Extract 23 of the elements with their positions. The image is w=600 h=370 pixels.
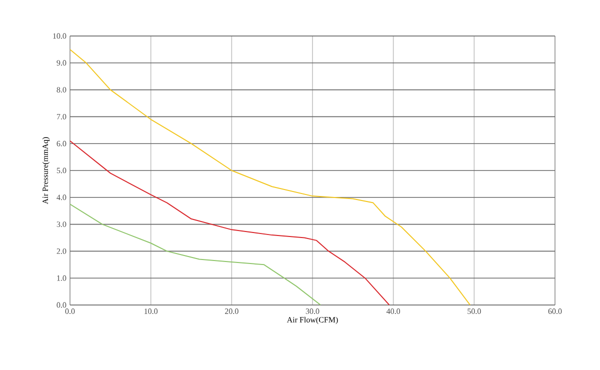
line-series [70, 204, 322, 305]
x-tick-label: 50.0 [468, 308, 481, 314]
y-tick-label: 3.0 [56, 222, 66, 228]
x-tick-label: 30.0 [306, 308, 320, 314]
y-tick-label: 4.0 [56, 194, 66, 200]
y-tick-label: 8.0 [56, 87, 66, 93]
y-tick-label: 9.0 [56, 60, 66, 66]
x-tick-label: 10.0 [144, 308, 158, 314]
y-tick-label: 7.0 [57, 114, 66, 120]
y-tick-label: 6.0 [56, 140, 66, 146]
x-tick-label: 40.0 [386, 308, 400, 314]
y-axis-title: Air Pressure(mmAq) [42, 137, 50, 204]
y-tick-label: 1.0 [57, 275, 66, 281]
y-tick-label: 0.0 [56, 302, 66, 308]
x-tick-label: 60.0 [548, 308, 562, 314]
y-tick-label: 10.0 [53, 33, 66, 39]
y-tick-label: 2.0 [56, 248, 66, 254]
y-tick-label: 5.0 [56, 168, 66, 174]
line-series [70, 48, 471, 305]
line-series [70, 140, 390, 305]
x-tick-label: 0.0 [65, 308, 75, 314]
x-axis-title: Air Flow(CFM) [286, 316, 338, 324]
x-tick-label: 20.0 [225, 308, 238, 314]
